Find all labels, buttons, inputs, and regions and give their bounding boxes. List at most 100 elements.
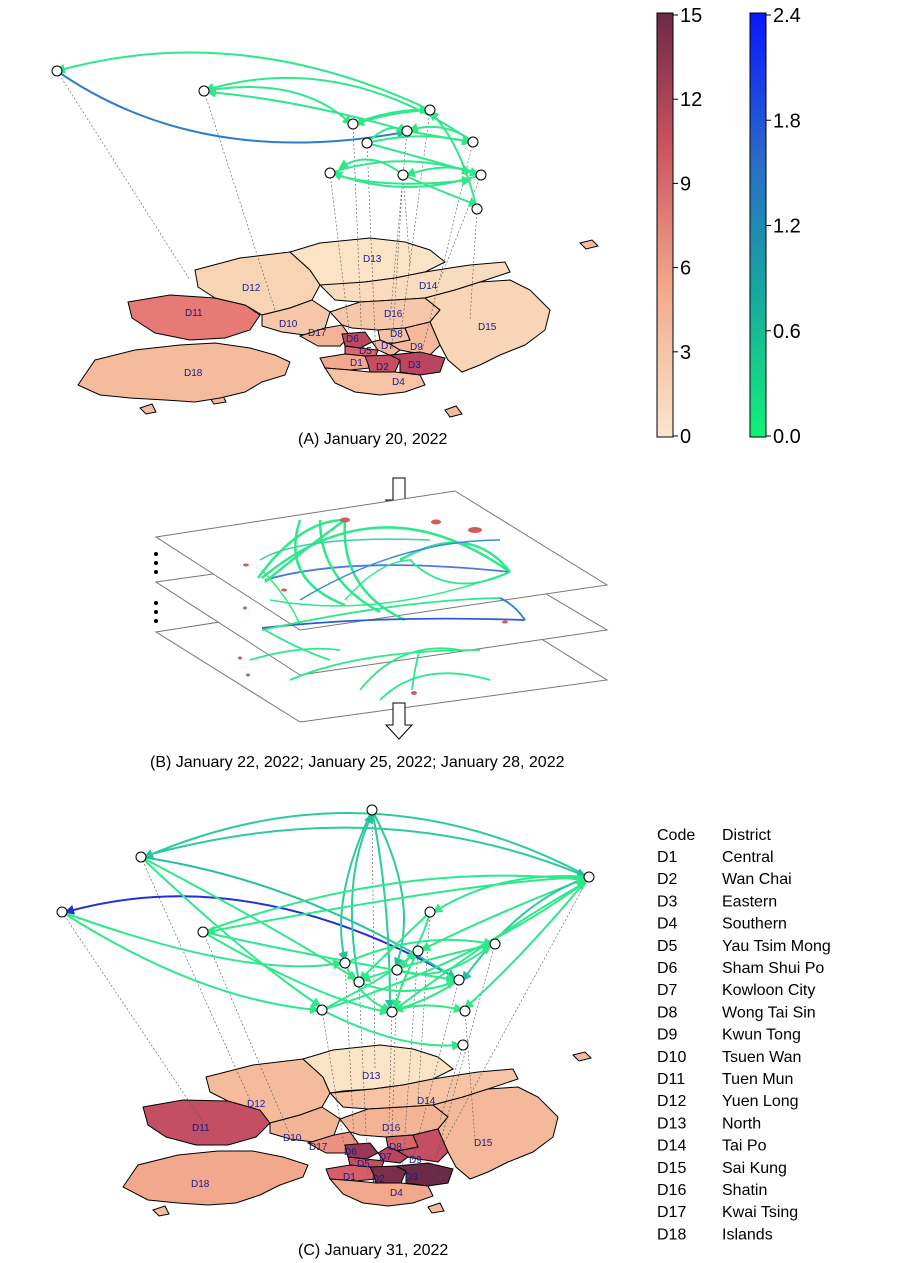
- legend-code: D6: [657, 960, 678, 977]
- legend-code: D1: [657, 849, 678, 866]
- district-label: D11: [192, 1123, 210, 1134]
- district-label: D5: [357, 1159, 370, 1170]
- district-legend: Code District D1 Central D2 Wan Chai D3 Easte…: [657, 827, 831, 1243]
- district-label: D18: [184, 368, 203, 379]
- district-label: D8: [390, 329, 403, 340]
- district-D4: [324, 367, 426, 396]
- district-label: D14: [417, 1096, 436, 1107]
- colorbar-flow-tick-label: 2.4: [773, 5, 801, 27]
- district-label: D10: [279, 319, 298, 330]
- legend-code: D3: [657, 893, 678, 910]
- node: [424, 906, 436, 918]
- district-labels-c: D1 D2 D3 D4 D5 D6 D7 D8 D9 D10 D11 D12 D…: [191, 1071, 493, 1199]
- colorbar-cases-tick-label: 9: [680, 173, 691, 195]
- district-label: D3: [405, 1172, 418, 1183]
- node: [391, 964, 403, 976]
- legend-district-name: Shatin: [722, 1182, 767, 1199]
- district-label: D4: [390, 1188, 403, 1199]
- node: [347, 118, 359, 130]
- node: [339, 957, 351, 969]
- legend-district-name: Tsuen Wan: [722, 1049, 801, 1066]
- district-label: D9: [409, 1155, 422, 1166]
- district-label: D9: [410, 342, 423, 353]
- district-label: D6: [344, 1147, 357, 1158]
- district-label: D1: [350, 358, 363, 369]
- caption-panel-c: (C) January 31, 2022: [298, 1242, 448, 1259]
- district-label: D14: [419, 281, 438, 292]
- legend-district-name: Yau Tsim Mong: [722, 938, 831, 955]
- legend-district-name: Kwun Tong: [722, 1027, 801, 1044]
- case-markers-b: [238, 517, 508, 695]
- district-label: D2: [376, 362, 389, 373]
- node: [386, 1006, 398, 1018]
- legend-district-name: Wong Tai Sin: [722, 1004, 816, 1021]
- district-label: D16: [384, 309, 403, 320]
- district-D4: [328, 1178, 434, 1207]
- node: [353, 976, 365, 988]
- node: [401, 125, 413, 137]
- flow-arcs-b: [256, 518, 511, 626]
- legend-code: D2: [657, 871, 678, 888]
- legend-district-name: Yuen Long: [722, 1093, 799, 1110]
- caption-panel-a: (A) January 20, 2022: [298, 431, 448, 448]
- district-label: D17: [308, 328, 327, 339]
- colorbar-flow-bar: [749, 12, 767, 438]
- colorbar-cases-tick-label: 0: [680, 426, 691, 448]
- district-label: D6: [346, 334, 359, 345]
- legend-code: D7: [657, 982, 678, 999]
- legend-code: D4: [657, 916, 678, 933]
- node: [583, 871, 595, 883]
- down-arrow-bottom: [384, 702, 414, 740]
- node: [457, 1039, 469, 1051]
- node: [489, 938, 501, 950]
- node: [316, 1004, 328, 1016]
- legend-code: D17: [657, 1204, 686, 1221]
- legend-code: D9: [657, 1027, 678, 1044]
- colorbar-cases-tick-label: 12: [680, 89, 702, 111]
- district-D3: [394, 1162, 454, 1187]
- legend-district-name: Kwai Tsing: [722, 1204, 798, 1221]
- legend-code: D18: [657, 1226, 686, 1243]
- district-D18: [122, 1150, 309, 1206]
- node: [135, 851, 147, 863]
- district-label: D18: [191, 1179, 210, 1190]
- colorbar-cases-tick-label: 6: [680, 258, 691, 280]
- legend-district-name: Eastern: [722, 893, 777, 910]
- district-label: D12: [242, 283, 261, 294]
- district-map-a: [77, 237, 599, 418]
- legend-code: D11: [657, 1071, 685, 1088]
- node: [412, 945, 424, 957]
- district-label: D10: [283, 1133, 302, 1144]
- colorbar-flow-tick-label: 1.8: [773, 110, 801, 132]
- district-label: D16: [382, 1123, 401, 1134]
- nodes-a: [51, 65, 487, 215]
- node: [361, 137, 373, 149]
- flow-arcs-b3: [249, 647, 491, 701]
- node: [198, 85, 210, 97]
- legend-district-name: Sham Shui Po: [722, 960, 824, 977]
- caption-panel-b: (B) January 22, 2022; January 25, 2022; …: [150, 754, 565, 771]
- legend-code: D10: [657, 1049, 686, 1066]
- district-label: D5: [359, 346, 372, 357]
- district-label: D8: [389, 1142, 402, 1153]
- flow-arcs-a: [55, 51, 482, 210]
- colorbar-cases-bar: [656, 12, 674, 438]
- district-D15: [431, 1086, 559, 1180]
- panel-b: (B) January 22, 2022; January 25, 2022; …: [150, 477, 609, 771]
- legend-header-code: Code: [657, 827, 695, 844]
- district-label: D1: [343, 1172, 356, 1183]
- legend-district-name: Sai Kung: [722, 1160, 787, 1177]
- colorbar-cases-tick-label: 15: [680, 5, 702, 27]
- legend-code: D15: [657, 1160, 686, 1177]
- legend-district-name: Southern: [722, 916, 787, 933]
- panel-a: D1 D2 D3 D4 D5 D6 D7 D8 D9 D10 D11 D12 D…: [51, 51, 599, 448]
- flow-arcs-b2: [261, 597, 526, 661]
- district-label: D17: [309, 1142, 328, 1153]
- district-label: D2: [372, 1174, 385, 1185]
- nodes-c: [56, 804, 595, 1051]
- colorbar-flow-tick-label: 1.2: [773, 216, 801, 238]
- district-D11: [127, 294, 261, 341]
- legend-district-name: Central: [722, 849, 774, 866]
- district-D3: [388, 351, 446, 376]
